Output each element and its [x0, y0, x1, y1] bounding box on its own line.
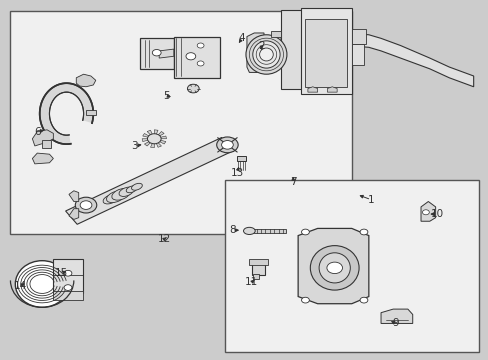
Text: 10: 10: [429, 209, 443, 219]
Bar: [236, 156, 246, 161]
Ellipse shape: [147, 134, 161, 144]
Ellipse shape: [301, 229, 309, 235]
Polygon shape: [160, 136, 166, 139]
Text: 14: 14: [14, 281, 27, 291]
Bar: [249, 259, 267, 265]
Polygon shape: [246, 33, 264, 72]
Ellipse shape: [197, 43, 203, 48]
Polygon shape: [40, 83, 93, 144]
Polygon shape: [281, 31, 473, 87]
Polygon shape: [142, 134, 149, 138]
Ellipse shape: [119, 187, 133, 197]
Ellipse shape: [131, 183, 142, 190]
Polygon shape: [156, 142, 161, 147]
Polygon shape: [76, 74, 96, 87]
Text: 6: 6: [34, 127, 41, 136]
Polygon shape: [65, 138, 233, 224]
Ellipse shape: [422, 210, 428, 215]
Text: 12: 12: [157, 234, 170, 244]
Ellipse shape: [259, 48, 273, 61]
Ellipse shape: [326, 262, 342, 274]
Ellipse shape: [112, 188, 130, 200]
Text: 5: 5: [163, 91, 169, 101]
Ellipse shape: [301, 297, 309, 303]
Polygon shape: [158, 131, 164, 136]
Polygon shape: [307, 87, 317, 92]
Bar: [53, 259, 82, 293]
Bar: [140, 39, 173, 69]
Polygon shape: [69, 209, 79, 220]
Ellipse shape: [319, 253, 349, 283]
Text: 1: 1: [367, 195, 374, 205]
Ellipse shape: [221, 140, 233, 149]
Bar: [10, 12, 351, 234]
Text: 11: 11: [244, 277, 258, 287]
Polygon shape: [300, 8, 351, 94]
Polygon shape: [142, 139, 148, 141]
Polygon shape: [281, 10, 305, 89]
Ellipse shape: [197, 61, 203, 66]
Ellipse shape: [15, 261, 69, 307]
Bar: [42, 140, 51, 148]
Polygon shape: [147, 130, 152, 135]
Text: 9: 9: [391, 319, 398, 328]
Ellipse shape: [126, 186, 137, 193]
Polygon shape: [159, 49, 173, 58]
Polygon shape: [380, 309, 412, 323]
Polygon shape: [32, 153, 53, 164]
Bar: [351, 30, 366, 44]
Text: 3: 3: [131, 141, 138, 151]
Ellipse shape: [185, 53, 195, 60]
Ellipse shape: [64, 270, 72, 276]
Text: 2: 2: [258, 41, 264, 50]
Ellipse shape: [359, 297, 367, 303]
Bar: [173, 37, 220, 78]
Bar: [224, 180, 478, 352]
Bar: [305, 19, 346, 87]
Text: 7: 7: [289, 177, 296, 187]
Polygon shape: [32, 130, 53, 146]
Text: 8: 8: [228, 225, 235, 235]
Polygon shape: [150, 143, 154, 148]
Ellipse shape: [216, 137, 238, 153]
Ellipse shape: [106, 191, 124, 203]
Polygon shape: [327, 87, 336, 92]
Polygon shape: [298, 228, 368, 304]
Text: 15: 15: [55, 268, 68, 278]
Bar: [53, 291, 82, 300]
Polygon shape: [271, 31, 281, 37]
Ellipse shape: [187, 84, 199, 93]
Polygon shape: [159, 140, 165, 144]
Ellipse shape: [152, 49, 161, 56]
Polygon shape: [420, 202, 435, 221]
Ellipse shape: [252, 41, 280, 68]
Ellipse shape: [64, 285, 72, 291]
Text: 4: 4: [238, 33, 245, 43]
Ellipse shape: [75, 197, 97, 213]
Ellipse shape: [243, 227, 255, 234]
Polygon shape: [154, 130, 158, 135]
Bar: [254, 229, 285, 233]
Ellipse shape: [310, 246, 358, 290]
Ellipse shape: [103, 195, 118, 204]
Ellipse shape: [359, 229, 367, 235]
Bar: [86, 111, 96, 116]
Ellipse shape: [245, 35, 286, 74]
Bar: [252, 274, 258, 279]
Polygon shape: [69, 191, 79, 202]
Bar: [351, 44, 363, 65]
Text: 13: 13: [230, 168, 244, 178]
Polygon shape: [144, 141, 150, 146]
Ellipse shape: [80, 201, 92, 210]
Bar: [251, 261, 265, 275]
